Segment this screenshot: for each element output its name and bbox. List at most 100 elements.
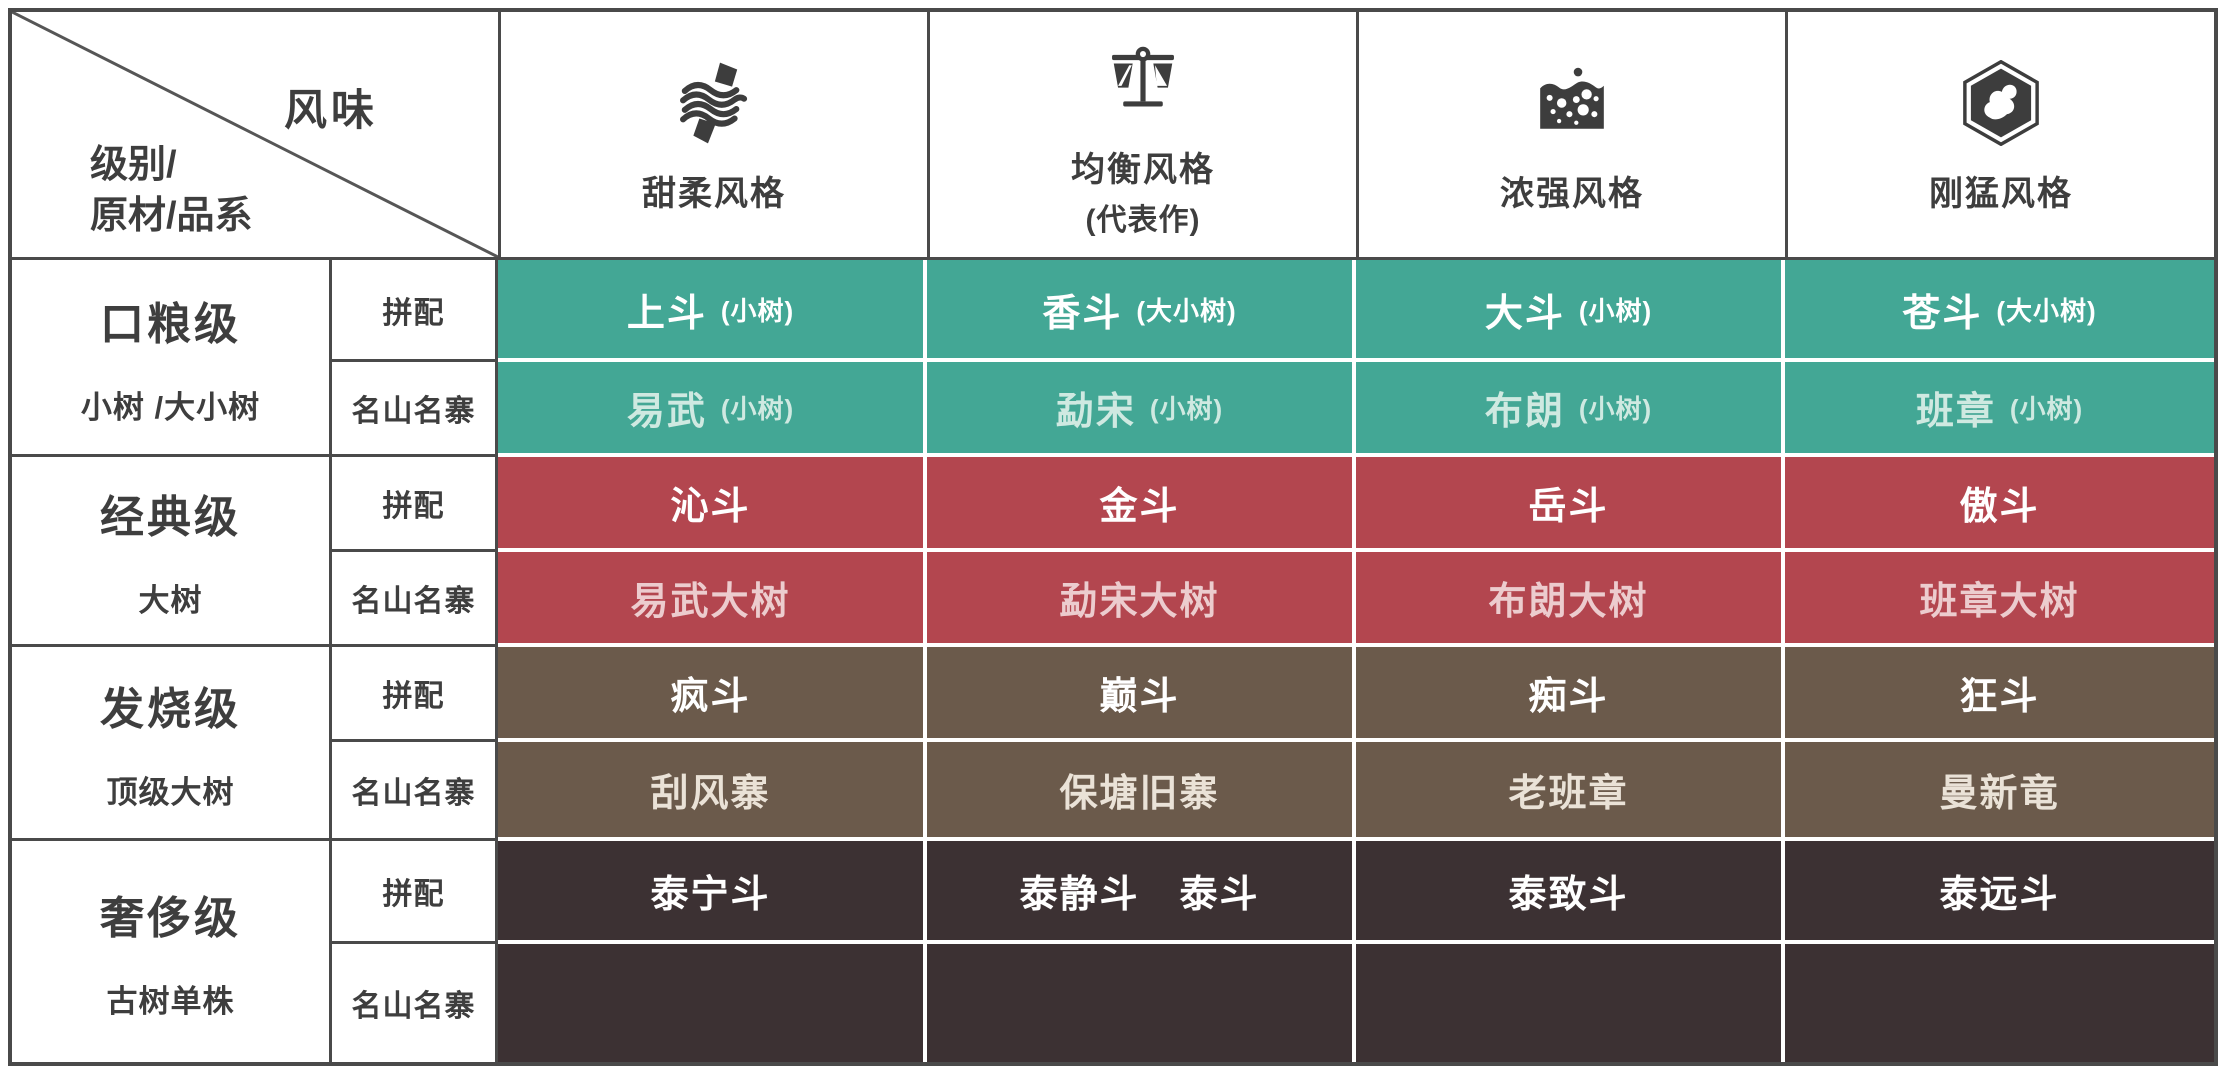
- column-header-fierce: 刚猛风格: [1785, 12, 2214, 260]
- product-name: 班章大树: [1919, 581, 2080, 623]
- data-cell-g3-blend-c3: 泰远斗: [1785, 841, 2214, 944]
- product-note: (小树): [1149, 394, 1224, 424]
- data-cell-g0-famous-c1: 勐宋 (小树): [927, 362, 1356, 457]
- data-cell-g1-famous-c3: 班章大树: [1785, 552, 2214, 647]
- row-type-blend-g0: 拼配: [332, 260, 498, 362]
- corner-header-cell: 风味 级别/ 原材/品系: [12, 12, 498, 260]
- data-cell-g0-blend-c0: 上斗 (小树): [498, 260, 927, 362]
- group-material: 大树: [138, 583, 203, 618]
- data-cell-g0-famous-c3: 班章 (小树): [1785, 362, 2214, 457]
- group-label-shechiji: 奢侈级 古树单株: [12, 841, 332, 1062]
- product-name: 布朗: [1484, 391, 1565, 433]
- column-header-label: 甜柔风格: [642, 175, 786, 213]
- column-header-strong: 浓强风格: [1356, 12, 1785, 260]
- product-name: 狂斗: [1959, 676, 2040, 718]
- product-note: (小树): [1578, 295, 1653, 326]
- column-header-label: 均衡风格: [1071, 151, 1215, 189]
- data-cell-g1-blend-c1: 金斗: [927, 457, 1356, 552]
- group-level: 口粮级: [100, 299, 241, 349]
- product-note: (小树): [1578, 394, 1653, 424]
- product-name: 苍斗: [1902, 292, 1983, 335]
- silk-wave-icon: [671, 60, 757, 146]
- row-type-famous-g2: 名山名寨: [332, 742, 498, 841]
- sponge-bubbles-icon: [1529, 60, 1615, 146]
- product-name: 勐宋: [1055, 391, 1136, 433]
- corner-level-line1: 级别/: [90, 144, 177, 186]
- data-cell-g1-famous-c0: 易武大树: [498, 552, 927, 647]
- group-material: 古树单株: [106, 984, 235, 1019]
- data-cell-g3-famous-c3: [1785, 944, 2214, 1062]
- data-cell-g0-blend-c2: 大斗 (小树): [1356, 260, 1785, 362]
- product-name: 巅斗: [1099, 676, 1180, 718]
- data-cell-g1-blend-c0: 沁斗: [498, 457, 927, 552]
- group-level: 经典级: [100, 493, 241, 542]
- data-cell-g3-famous-c0: [498, 944, 927, 1062]
- product-name: 布朗大树: [1488, 581, 1649, 623]
- product-name: 易武: [626, 391, 707, 433]
- corner-level-label: 级别/ 原材/品系: [90, 140, 253, 243]
- product-name: 曼新竜: [1939, 773, 2060, 815]
- column-header-sweet: 甜柔风格: [498, 12, 927, 260]
- data-cell-g3-famous-c2: [1356, 944, 1785, 1062]
- product-note: (小树): [2009, 394, 2084, 424]
- group-material: 顶级大树: [106, 775, 235, 810]
- group-level: 奢侈级: [100, 894, 241, 943]
- corner-flavor-label: 风味: [284, 87, 378, 135]
- data-cell-g2-blend-c3: 狂斗: [1785, 647, 2214, 742]
- product-name: 易武大树: [630, 581, 791, 623]
- column-header-balanced: 均衡风格 (代表作): [927, 12, 1356, 260]
- product-name: 班章: [1915, 391, 1996, 433]
- product-note: (小树): [720, 295, 795, 326]
- product-name: 岳斗: [1528, 486, 1609, 528]
- column-header-sublabel: (代表作): [1085, 204, 1201, 237]
- matrix-grid: 风味 级别/ 原材/品系 甜柔风格: [8, 8, 2218, 1066]
- data-cell-g3-blend-c0: 泰宁斗: [498, 841, 927, 944]
- product-name: 泰静斗 泰斗: [1019, 874, 1260, 916]
- row-type-famous-g0: 名山名寨: [332, 362, 498, 457]
- corner-level-line2: 原材/品系: [90, 195, 253, 238]
- row-type-blend-g2: 拼配: [332, 647, 498, 742]
- product-name: 傲斗: [1959, 486, 2040, 528]
- group-material: 小树 /大小树: [80, 389, 261, 425]
- product-name: 上斗: [626, 292, 707, 335]
- data-cell-g3-famous-c1: [927, 944, 1356, 1062]
- data-cell-g1-famous-c1: 勐宋大树: [927, 552, 1356, 647]
- product-name: 香斗: [1042, 292, 1123, 335]
- diagonal-divider: [12, 12, 498, 257]
- product-note: (小树): [720, 394, 795, 424]
- product-name: 泰宁斗: [650, 874, 771, 916]
- group-label-jingdianji: 经典级 大树: [12, 457, 332, 647]
- product-name: 大斗: [1484, 292, 1565, 335]
- data-cell-g2-famous-c1: 保塘旧寨: [927, 742, 1356, 841]
- product-name: 刮风寨: [650, 773, 771, 815]
- data-cell-g0-blend-c3: 苍斗 (大小树): [1785, 260, 2214, 362]
- data-cell-g1-famous-c2: 布朗大树: [1356, 552, 1785, 647]
- muscle-hexagon-icon: [1958, 60, 2044, 146]
- data-cell-g1-blend-c2: 岳斗: [1356, 457, 1785, 552]
- data-cell-g0-famous-c0: 易武 (小树): [498, 362, 927, 457]
- data-cell-g2-famous-c2: 老班章: [1356, 742, 1785, 841]
- row-type-blend-g3: 拼配: [332, 841, 498, 944]
- product-name: 泰致斗: [1508, 874, 1629, 916]
- group-label-fashaoji: 发烧级 顶级大树: [12, 647, 332, 841]
- product-name: 痴斗: [1528, 676, 1609, 718]
- group-label-koulianji: 口粮级 小树 /大小树: [12, 260, 332, 457]
- product-name: 金斗: [1099, 486, 1180, 528]
- data-cell-g2-blend-c1: 巅斗: [927, 647, 1356, 742]
- product-note: (大小树): [1996, 295, 2097, 326]
- row-type-blend-g1: 拼配: [332, 457, 498, 552]
- data-cell-g3-blend-c2: 泰致斗: [1356, 841, 1785, 944]
- data-cell-g2-famous-c3: 曼新竜: [1785, 742, 2214, 841]
- data-cell-g1-blend-c3: 傲斗: [1785, 457, 2214, 552]
- group-level: 发烧级: [100, 685, 241, 734]
- product-name: 保塘旧寨: [1059, 773, 1220, 815]
- product-name: 泰远斗: [1939, 874, 2060, 916]
- product-name: 勐宋大树: [1059, 581, 1220, 623]
- data-cell-g2-blend-c2: 痴斗: [1356, 647, 1785, 742]
- data-cell-g2-blend-c0: 疯斗: [498, 647, 927, 742]
- data-cell-g3-blend-c1: 泰静斗 泰斗: [927, 841, 1356, 944]
- balance-scale-icon: [1100, 36, 1186, 122]
- product-name: 疯斗: [670, 676, 751, 718]
- product-note: (大小树): [1136, 295, 1237, 326]
